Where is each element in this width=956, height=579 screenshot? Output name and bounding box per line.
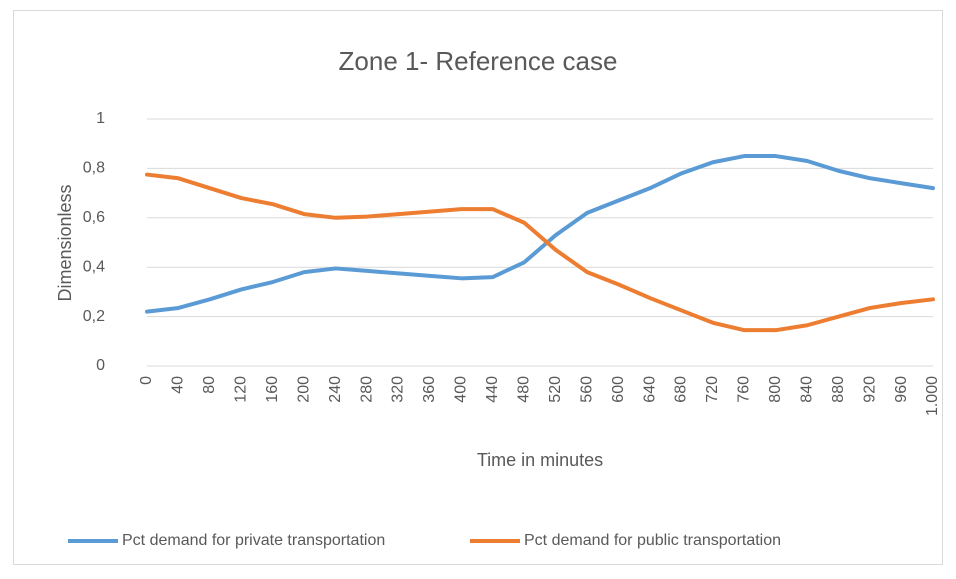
x-tick-label: 720: [704, 376, 721, 403]
x-tick-label: 120: [233, 376, 250, 403]
x-tick-label: 0: [138, 376, 155, 385]
x-tick-label: 680: [673, 376, 690, 403]
x-tick-label: 880: [830, 376, 847, 403]
x-tick-label: 840: [798, 376, 815, 403]
x-tick-label: 760: [736, 376, 753, 403]
x-tick-label: 360: [421, 376, 438, 403]
y-tick-label: 0: [96, 357, 105, 374]
y-tick-label: 0,2: [83, 308, 105, 325]
x-tick-label: 920: [861, 376, 878, 403]
x-tick-label: 320: [390, 376, 407, 403]
y-tick-label: 0,6: [83, 209, 105, 226]
x-tick-label: 160: [264, 376, 281, 403]
chart-title: Zone 1- Reference case: [339, 46, 618, 76]
series-line: [145, 154, 935, 314]
x-tick-label: 40: [170, 376, 187, 394]
x-tick-label: 560: [578, 376, 595, 403]
y-tick-label: 0,8: [83, 160, 105, 177]
x-tick-label: 240: [327, 376, 344, 403]
x-tick-label: 440: [484, 376, 501, 403]
legend-label: Pct demand for public transportation: [524, 532, 781, 549]
x-axis-label: Time in minutes: [477, 450, 603, 470]
x-tick-label: 1.000: [924, 376, 941, 416]
legend-label: Pct demand for private transportation: [122, 532, 385, 549]
x-tick-label: 200: [295, 376, 312, 403]
y-tick-label: 1: [96, 110, 105, 127]
x-tick-label: 80: [201, 376, 218, 394]
x-tick-label: 520: [547, 376, 564, 403]
x-tick-label: 480: [515, 376, 532, 403]
x-tick-label: 960: [893, 376, 910, 403]
x-tick-label: 640: [641, 376, 658, 403]
series-line: [145, 172, 935, 333]
chart-border: [13, 10, 943, 565]
x-tick-label: 800: [767, 376, 784, 403]
y-tick-label: 0,4: [83, 258, 105, 275]
x-tick-label: 280: [358, 376, 375, 403]
x-tick-label: 600: [610, 376, 627, 403]
y-axis-label: Dimensionless: [55, 184, 75, 301]
x-tick-label: 400: [453, 376, 470, 403]
